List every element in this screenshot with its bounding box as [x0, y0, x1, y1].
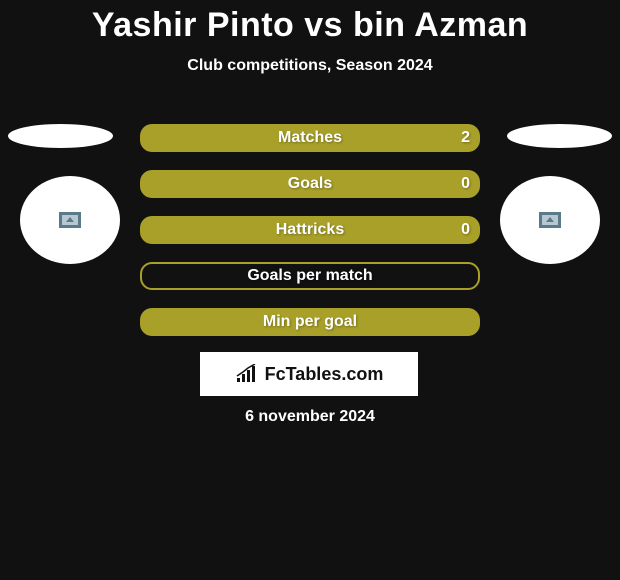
club-logo-left: [20, 176, 120, 264]
chart-icon: [235, 364, 259, 384]
stat-right-value: 0: [461, 221, 470, 239]
stat-label: Goals: [288, 175, 332, 193]
stat-row-hattricks: Hattricks 0: [140, 216, 480, 244]
page-title: Yashir Pinto vs bin Azman: [0, 0, 620, 45]
brand-attribution: FcTables.com: [200, 352, 418, 396]
stats-table: Matches 2 Goals 0 Hattricks 0 Goals per …: [140, 124, 480, 354]
stat-label: Min per goal: [263, 313, 357, 331]
brand-text: FcTables.com: [265, 364, 384, 385]
stat-label: Matches: [278, 129, 342, 147]
image-placeholder-icon: [539, 212, 561, 228]
stat-right-value: 2: [461, 129, 470, 147]
subtitle: Club competitions, Season 2024: [0, 57, 620, 75]
stat-row-goals: Goals 0: [140, 170, 480, 198]
stat-row-min-per-goal: Min per goal: [140, 308, 480, 336]
player-photo-left: [8, 124, 113, 148]
stat-label: Hattricks: [276, 221, 344, 239]
stat-label: Goals per match: [247, 267, 372, 285]
image-placeholder-icon: [59, 212, 81, 228]
player-photo-right: [507, 124, 612, 148]
stat-right-value: 0: [461, 175, 470, 193]
date-label: 6 november 2024: [0, 408, 620, 426]
club-logo-right: [500, 176, 600, 264]
stat-row-goals-per-match: Goals per match: [140, 262, 480, 290]
stat-row-matches: Matches 2: [140, 124, 480, 152]
